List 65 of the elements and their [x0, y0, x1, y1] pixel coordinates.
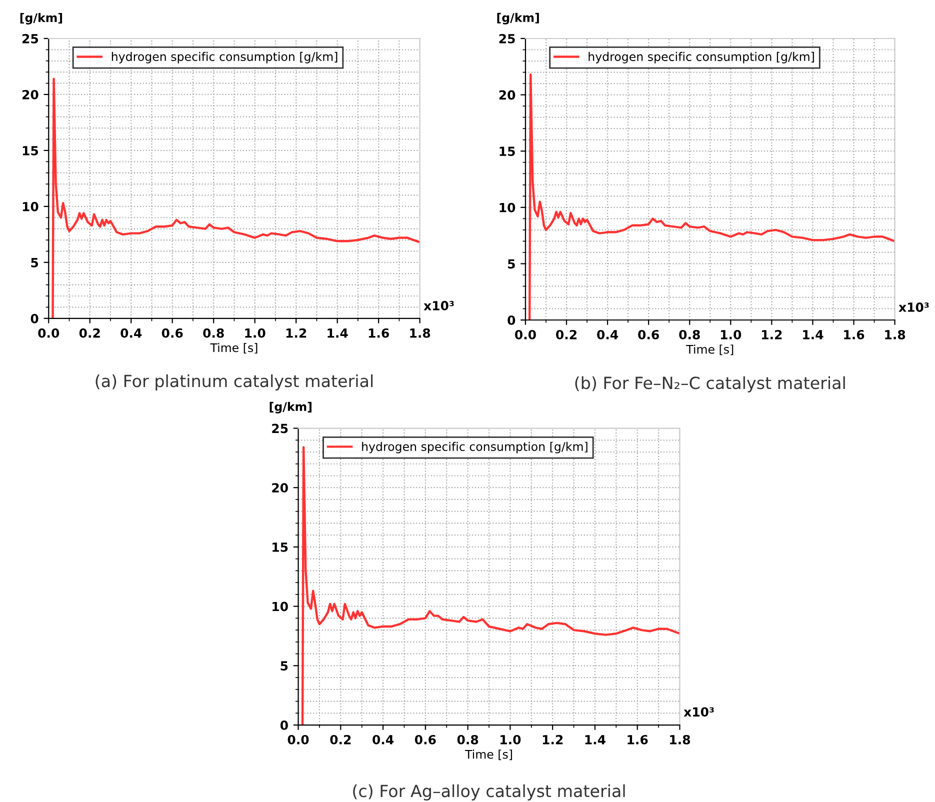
- x-tick-label: 1.8: [885, 330, 906, 340]
- x-tick-label: 0.4: [597, 330, 618, 340]
- y-tick-label: 5: [508, 259, 515, 269]
- x-tick-label: 0.2: [330, 734, 351, 744]
- y-tick-label: 25: [272, 424, 288, 434]
- text: x10³: [898, 302, 929, 312]
- y-tick-label: 25: [499, 34, 515, 44]
- y-tick-label: 5: [31, 258, 38, 268]
- x-tick-label: 0.2: [79, 328, 100, 338]
- y-tick-label: 10: [500, 202, 516, 212]
- y-axis-title: [g/km]: [270, 402, 312, 414]
- x-tick-label: 1.0: [500, 734, 521, 744]
- x-tick-label: 1.6: [844, 330, 864, 340]
- x-tick-label: 0.4: [372, 734, 394, 744]
- x-tick-label: 1.6: [628, 734, 648, 744]
- x-tick-label: 1.2: [286, 328, 306, 338]
- line-series: [52, 78, 420, 318]
- x-axis-title: Time [s]: [210, 342, 258, 354]
- x-tick-label: 0.6: [414, 734, 436, 744]
- x-tick-label: 1.8: [410, 328, 430, 338]
- x-tick-label: 1.4: [585, 735, 606, 744]
- x-axis-title: Time [s]: [464, 750, 512, 760]
- y-axis-title: [g/km]: [20, 12, 62, 24]
- x-tick-label: 1.2: [762, 330, 782, 340]
- y-tick-label: 0: [280, 720, 288, 730]
- y-tick-label: 15: [22, 146, 38, 156]
- x-tick-label: 0.4: [120, 328, 142, 338]
- y-tick-label: 25: [22, 34, 38, 44]
- x-tick-label: 0.0: [288, 734, 309, 744]
- text: (c) For Ag–alloy catalyst material: [353, 784, 625, 800]
- text: (b) For Fe–N₂–C catalyst material: [575, 376, 845, 392]
- x-tick-label: 1.0: [720, 330, 742, 340]
- x-tick-label: 1.8: [670, 734, 690, 744]
- legend-label: hydrogen specific consumption [g/km]: [112, 52, 338, 64]
- text: x10³: [424, 300, 454, 310]
- x-axis-title: Time [s]: [686, 344, 734, 356]
- y-tick-label: 10: [272, 602, 288, 612]
- x-tick-label: 0.2: [556, 330, 576, 340]
- text: x10³: [684, 707, 714, 717]
- x-tick-label: 1.6: [368, 328, 389, 338]
- legend-label: hydrogen specific consumption [g/km]: [362, 442, 588, 454]
- x-tick-label: 0.8: [203, 328, 224, 338]
- x-tick-label: 0.0: [514, 330, 536, 340]
- x-tick-label: 1.4: [803, 330, 824, 340]
- line-series: [528, 73, 895, 320]
- y-tick-label: 0: [30, 314, 38, 324]
- x-tick-label: 1.2: [542, 734, 563, 744]
- legend-label: hydrogen specific consumption [g/km]: [588, 52, 814, 64]
- x-tick-label: 1.0: [245, 328, 266, 338]
- text: (a) For platinum catalyst material: [96, 374, 373, 391]
- y-tick-label: 15: [272, 542, 288, 552]
- y-tick-label: 20: [499, 90, 516, 100]
- y-tick-label: 0: [508, 315, 516, 325]
- x-tick-label: 0.6: [162, 328, 183, 338]
- x-tick-label: 0.8: [679, 330, 700, 340]
- y-axis-title: [g/km]: [497, 12, 539, 24]
- x-tick-label: 1.4: [328, 328, 348, 338]
- y-tick-label: 5: [280, 661, 288, 671]
- x-tick-label: 0.8: [457, 734, 478, 744]
- y-tick-label: 20: [272, 483, 288, 493]
- y-tick-label: 20: [22, 90, 38, 100]
- y-tick-label: 10: [22, 202, 38, 212]
- x-tick-label: 0.0: [38, 328, 60, 338]
- x-tick-label: 0.6: [638, 330, 659, 340]
- y-tick-label: 15: [500, 146, 515, 156]
